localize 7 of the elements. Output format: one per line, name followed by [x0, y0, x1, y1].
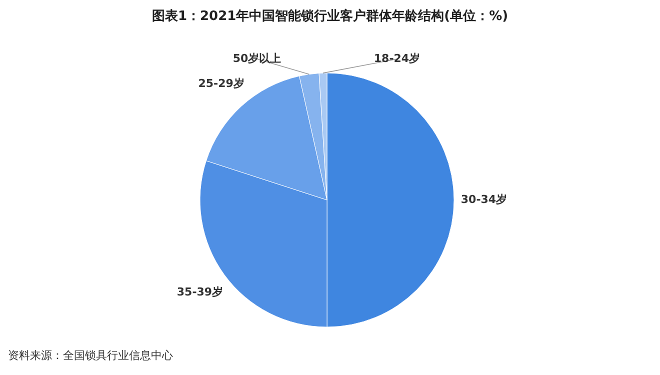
slice-label: 30-34岁 — [460, 193, 508, 206]
slice-label: 35-39岁 — [176, 285, 224, 298]
slice-label: 50岁以上 — [232, 52, 282, 65]
text: 资料来源：全国锁具行业信息中心 — [8, 349, 173, 362]
slice-label: 25-29岁 — [198, 76, 244, 90]
chart-title: 图表1：2021年中国智能锁行业客户群体年龄结构(单位：%) — [152, 8, 508, 24]
slice-label: 18-24岁 — [374, 52, 420, 65]
